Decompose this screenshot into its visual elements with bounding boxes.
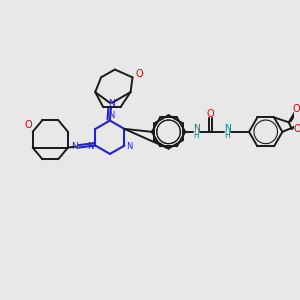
Text: N: N (87, 142, 93, 151)
Text: O: O (207, 109, 214, 119)
Text: O: O (25, 120, 32, 130)
Text: H: H (193, 131, 199, 140)
Text: N: N (224, 124, 231, 134)
Text: O: O (294, 124, 300, 134)
Text: H: H (225, 131, 230, 140)
Text: N: N (193, 124, 200, 134)
Text: O: O (136, 69, 143, 80)
Text: N: N (127, 142, 133, 151)
Text: N: N (108, 111, 114, 120)
Text: N: N (71, 142, 78, 151)
Text: N: N (109, 99, 115, 108)
Text: O: O (293, 103, 300, 114)
